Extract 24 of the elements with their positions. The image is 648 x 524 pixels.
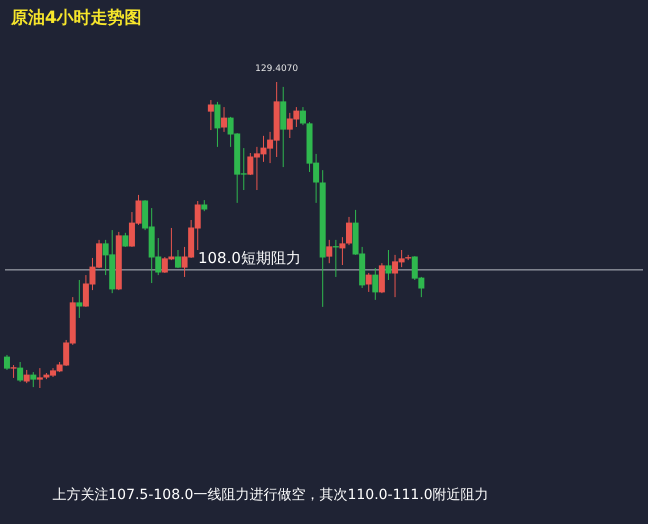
candlestick (76, 279, 82, 318)
candlestick (372, 268, 378, 300)
candlestick (24, 369, 30, 384)
candlestick (4, 354, 10, 370)
candlestick (201, 200, 208, 212)
candlestick (221, 106, 228, 132)
chart-title: 原油4小时走势图 (10, 8, 142, 28)
candlestick (17, 361, 24, 382)
candlestick (346, 216, 352, 246)
candlestick (214, 101, 220, 148)
candlestick (30, 372, 36, 388)
candlestick (36, 368, 43, 388)
candlestick (385, 249, 392, 280)
candlestick (326, 239, 332, 264)
candlestick (122, 232, 128, 248)
annotation: 129.4070 (255, 64, 298, 74)
candlestick (366, 272, 372, 292)
candlestick (300, 106, 306, 126)
candlestick (339, 236, 346, 266)
candlestick (332, 239, 339, 278)
candlestick (174, 249, 181, 269)
text: 上方关注107.5-108.0一线阻力进行做空，其次110.0-111.0附近阻力 (52, 487, 489, 503)
ref-line-label: 108.0短期阻力 (198, 248, 301, 267)
candlestick (208, 100, 214, 131)
